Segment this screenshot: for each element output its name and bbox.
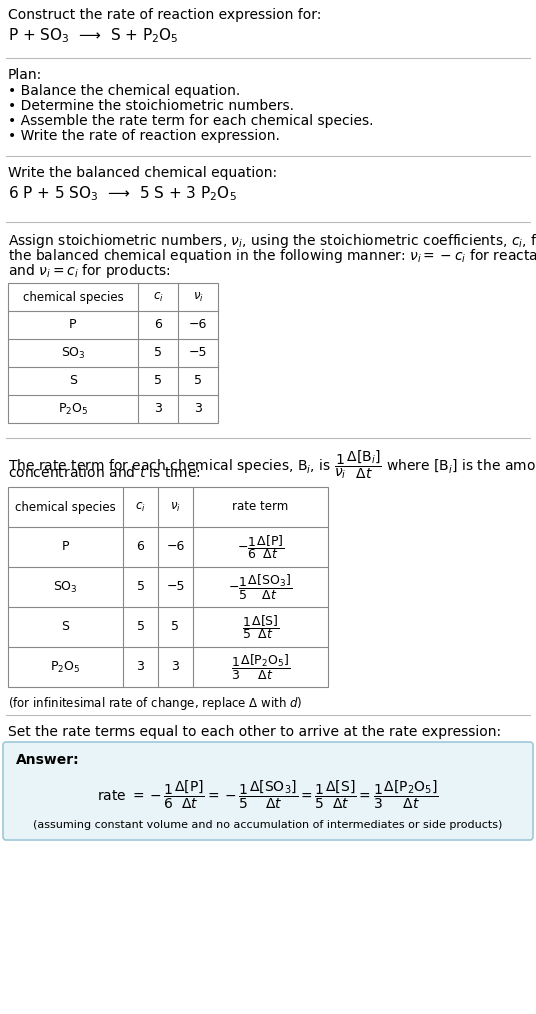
Text: $\dfrac{1}{3}\dfrac{\Delta[\mathrm{P_2O_5}]}{\Delta t}$: $\dfrac{1}{3}\dfrac{\Delta[\mathrm{P_2O_… (231, 652, 290, 681)
Text: $c_i$: $c_i$ (153, 290, 163, 303)
Text: concentration and $t$ is time:: concentration and $t$ is time: (8, 465, 200, 480)
Text: 6 P + 5 SO$_3$  ⟶  5 S + 3 P$_2$O$_5$: 6 P + 5 SO$_3$ ⟶ 5 S + 3 P$_2$O$_5$ (8, 184, 237, 203)
Text: • Assemble the rate term for each chemical species.: • Assemble the rate term for each chemic… (8, 114, 374, 128)
Text: Set the rate terms equal to each other to arrive at the rate expression:: Set the rate terms equal to each other t… (8, 725, 501, 739)
Text: • Write the rate of reaction expression.: • Write the rate of reaction expression. (8, 129, 280, 143)
Text: $c_i$: $c_i$ (135, 501, 146, 513)
Text: 5: 5 (137, 621, 145, 634)
Text: $-\dfrac{1}{5}\dfrac{\Delta[\mathrm{SO_3}]}{\Delta t}$: $-\dfrac{1}{5}\dfrac{\Delta[\mathrm{SO_3… (228, 573, 293, 601)
Text: −6: −6 (166, 540, 185, 554)
Text: 6: 6 (154, 318, 162, 332)
Text: the balanced chemical equation in the following manner: $\nu_i = -c_i$ for react: the balanced chemical equation in the fo… (8, 247, 536, 265)
Text: (for infinitesimal rate of change, replace Δ with $d$): (for infinitesimal rate of change, repla… (8, 695, 302, 712)
Text: Plan:: Plan: (8, 68, 42, 82)
Text: and $\nu_i = c_i$ for products:: and $\nu_i = c_i$ for products: (8, 262, 171, 280)
Bar (8, 283, 218, 423)
Text: S: S (62, 621, 70, 634)
Text: Construct the rate of reaction expression for:: Construct the rate of reaction expressio… (8, 8, 322, 22)
Text: −6: −6 (189, 318, 207, 332)
Text: (assuming constant volume and no accumulation of intermediates or side products): (assuming constant volume and no accumul… (33, 820, 503, 830)
Text: P + SO$_3$  ⟶  S + P$_2$O$_5$: P + SO$_3$ ⟶ S + P$_2$O$_5$ (8, 26, 178, 45)
Text: rate $= -\dfrac{1}{6}\dfrac{\Delta[\mathrm{P}]}{\Delta t} = -\dfrac{1}{5}\dfrac{: rate $= -\dfrac{1}{6}\dfrac{\Delta[\math… (97, 779, 439, 811)
Text: 5: 5 (194, 374, 202, 387)
Text: Assign stoichiometric numbers, $\nu_i$, using the stoichiometric coefficients, $: Assign stoichiometric numbers, $\nu_i$, … (8, 232, 536, 250)
Bar (8, 487, 328, 687)
Text: 3: 3 (154, 403, 162, 416)
Text: 5: 5 (154, 347, 162, 360)
Text: • Determine the stoichiometric numbers.: • Determine the stoichiometric numbers. (8, 99, 294, 113)
Text: 6: 6 (137, 540, 144, 554)
Text: 5: 5 (172, 621, 180, 634)
Text: 5: 5 (154, 374, 162, 387)
Text: SO$_3$: SO$_3$ (53, 579, 78, 594)
Text: P: P (62, 540, 69, 554)
Text: • Balance the chemical equation.: • Balance the chemical equation. (8, 84, 240, 98)
Text: 3: 3 (194, 403, 202, 416)
Text: 3: 3 (172, 660, 180, 673)
Text: $-\dfrac{1}{6}\dfrac{\Delta[\mathrm{P}]}{\Delta t}$: $-\dfrac{1}{6}\dfrac{\Delta[\mathrm{P}]}… (236, 533, 285, 561)
Text: $\nu_i$: $\nu_i$ (192, 290, 203, 303)
Text: −5: −5 (166, 580, 185, 593)
Text: Write the balanced chemical equation:: Write the balanced chemical equation: (8, 166, 277, 180)
Text: $\nu_i$: $\nu_i$ (170, 501, 181, 513)
Text: 3: 3 (137, 660, 144, 673)
Text: chemical species: chemical species (15, 501, 116, 513)
Text: rate term: rate term (233, 501, 288, 513)
Text: chemical species: chemical species (23, 290, 123, 303)
Text: S: S (69, 374, 77, 387)
Text: SO$_3$: SO$_3$ (61, 346, 85, 361)
Text: −5: −5 (189, 347, 207, 360)
Text: P$_2$O$_5$: P$_2$O$_5$ (50, 659, 81, 674)
Text: $\dfrac{1}{5}\dfrac{\Delta[\mathrm{S}]}{\Delta t}$: $\dfrac{1}{5}\dfrac{\Delta[\mathrm{S}]}{… (242, 613, 279, 641)
Text: The rate term for each chemical species, B$_i$, is $\dfrac{1}{\nu_i}\dfrac{\Delt: The rate term for each chemical species,… (8, 448, 536, 481)
Text: 5: 5 (137, 580, 145, 593)
Text: Answer:: Answer: (16, 753, 80, 767)
Text: P: P (69, 318, 77, 332)
FancyBboxPatch shape (3, 742, 533, 840)
Text: P$_2$O$_5$: P$_2$O$_5$ (58, 402, 88, 417)
